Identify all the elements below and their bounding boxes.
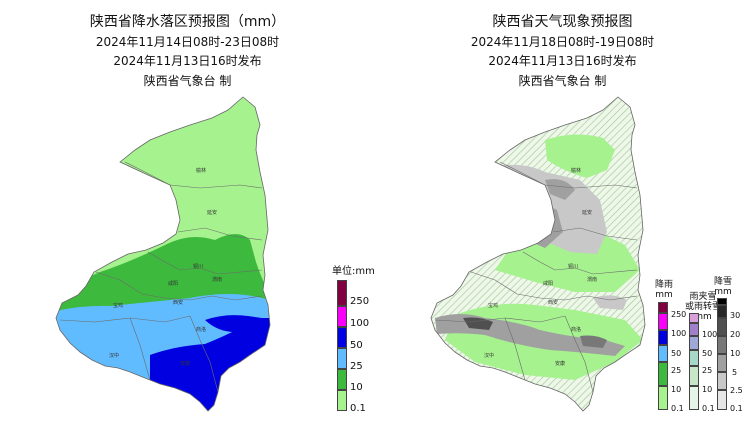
rain-swatch: [658, 330, 668, 345]
sleet-swatch: [689, 366, 699, 386]
sleet-tick: 10: [702, 385, 713, 394]
city-label: 商洛: [196, 326, 206, 333]
snow-legend-heading: 降雪 mm: [714, 277, 732, 297]
city-label: 渭南: [212, 276, 222, 283]
snow-legend-heading-line: 降雪: [714, 277, 733, 287]
city-label: 宝鸡: [113, 302, 123, 309]
sleet-legend-heading-line: mm: [694, 312, 712, 322]
city-label: 汉中: [109, 352, 119, 359]
legend-tick: 100: [350, 318, 370, 329]
sleet-swatch: [689, 323, 699, 336]
legend-unit: 单位:mm: [332, 266, 375, 277]
snow-swatch: [717, 336, 727, 354]
snow-swatch: [717, 298, 727, 305]
city-label: 西安: [548, 299, 558, 306]
snow-swatch: [717, 390, 727, 410]
city-label: 汉中: [484, 352, 494, 359]
legend-tick: 0.1: [350, 403, 366, 414]
city-label: 西安: [173, 299, 183, 306]
right-map-issued: 2024年11月13日16时发布: [488, 54, 637, 68]
city-label: 铜川: [193, 263, 203, 270]
rain-legend-heading-line: 降雨: [655, 280, 674, 290]
city-label: 咸阳: [543, 280, 553, 287]
rain-tick: 25: [671, 366, 682, 375]
city-label: 延安: [582, 209, 592, 216]
rain-tick: 10: [671, 385, 682, 394]
snow-tick: 20: [730, 330, 741, 339]
snow-swatch: [717, 305, 727, 318]
snow-tick: 10: [730, 349, 741, 358]
weather-forecast-panel: 陕西省天气现象预报图 2024年11月18日08时-19日08时 2024年11…: [375, 0, 750, 426]
city-label: 商洛: [571, 326, 581, 333]
right-map-title: 陕西省天气现象预报图: [492, 14, 633, 30]
precip-map: 榆林 延安 铜川 渭南 咸阳 宝鸡 西安 商洛 汉中 安康: [55, 96, 271, 412]
precip-forecast-panel: 陕西省降水落区预报图（mm） 2024年11月14日08时-23日08时 202…: [55, 14, 375, 414]
legend-swatch: [337, 348, 347, 369]
legend-swatch: [337, 369, 347, 390]
rain-swatch: [658, 386, 668, 410]
sleet-tick: 100: [702, 330, 718, 339]
legend-swatch: [337, 280, 347, 306]
sleet-swatch: [689, 313, 699, 323]
sleet-tick: 50: [702, 349, 713, 358]
sleet-swatch: [689, 336, 699, 350]
sleet-tick: 25: [702, 366, 713, 375]
city-label: 安康: [180, 360, 190, 367]
city-label: 铜川: [568, 263, 578, 270]
rain-tick: 250: [671, 310, 687, 319]
left-map-issued: 2024年11月13日16时发布: [113, 54, 262, 68]
city-label: 榆林: [196, 167, 206, 174]
city-label: 宝鸡: [488, 302, 498, 309]
snow-tick: 30: [730, 311, 741, 320]
right-map-issuer: 陕西省气象台 制: [518, 74, 607, 88]
sleet-tick: 0.1: [702, 404, 715, 413]
left-map-issuer: 陕西省气象台 制: [143, 74, 232, 88]
rain-swatch: [658, 313, 668, 330]
snow-swatch: [717, 354, 727, 372]
right-map-period: 2024年11月18日08时-19日08时: [470, 35, 655, 49]
legend-swatch: [337, 306, 347, 327]
rain-swatch: [658, 302, 668, 313]
city-label: 渭南: [587, 276, 597, 283]
city-label: 咸阳: [168, 280, 178, 287]
snow-tick: 0.1: [730, 404, 743, 413]
rain-legend-heading: 降雨 mm: [655, 280, 673, 300]
legend-swatch: [337, 327, 347, 348]
left-map-title: 陕西省降水落区预报图（mm）: [89, 14, 286, 30]
rain-legend-heading-line: mm: [655, 290, 673, 300]
rain-swatch: [658, 345, 668, 362]
sleet-legend-heading: 雨夹雪 或雨转雪 mm: [685, 292, 721, 322]
rain-swatch: [658, 362, 668, 386]
legend-tick: 25: [350, 361, 363, 372]
sleet-swatch: [689, 386, 699, 410]
left-map-period: 2024年11月14日08时-23日08时: [95, 35, 280, 49]
snow-swatch: [717, 372, 727, 390]
weather-map: 榆林 延安 铜川 渭南 咸阳 宝鸡 西安 商洛 汉中 安康: [430, 96, 646, 412]
rain-tick: 0.1: [671, 404, 684, 413]
snow-tick: 5: [732, 368, 738, 377]
sleet-legend-heading-line: 雨夹雪: [689, 292, 717, 302]
sleet-swatch: [689, 350, 699, 366]
snow-legend-heading-line: mm: [714, 287, 732, 297]
sleet-legend-heading-line: 或雨转雪: [685, 302, 722, 312]
snow-swatch: [717, 318, 727, 336]
rain-tick: 50: [671, 349, 682, 358]
legend-tick: 250: [350, 296, 370, 307]
legend-tick: 50: [350, 340, 363, 351]
snow-tick: 2.5: [730, 386, 743, 395]
legend-swatch: [337, 390, 347, 411]
city-label: 榆林: [571, 167, 581, 174]
city-label: 安康: [555, 360, 565, 367]
rain-tick: 100: [671, 329, 687, 338]
legend-tick: 10: [350, 382, 363, 393]
city-label: 延安: [207, 209, 217, 216]
